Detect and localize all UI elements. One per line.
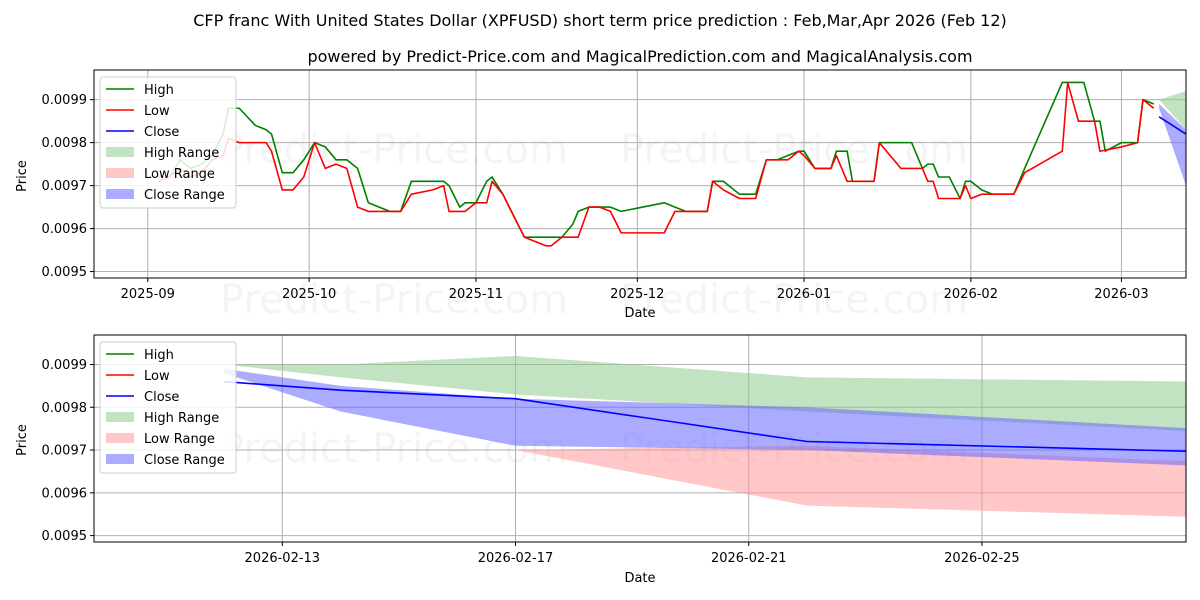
x-tick-label: 2025-09 bbox=[121, 287, 175, 302]
top-y-axis: 0.0095 0.0096 0.0097 0.0098 0.0099 bbox=[42, 93, 94, 280]
y-tick-label: 0.0097 bbox=[42, 444, 88, 459]
legend-swatch bbox=[106, 147, 134, 157]
y-tick-label: 0.0099 bbox=[42, 358, 88, 373]
watermark-text: Predict-Price.com bbox=[220, 277, 568, 323]
x-tick-label: 2026-02-25 bbox=[944, 551, 1020, 566]
legend-label: Low Range bbox=[144, 167, 215, 182]
bottom-y-axis: 0.0095 0.0096 0.0097 0.0098 0.0099 bbox=[42, 358, 94, 544]
x-tick-label: 2026-01 bbox=[777, 287, 831, 302]
legend-label: High Range bbox=[144, 146, 219, 161]
legend-swatch bbox=[106, 412, 134, 422]
y-tick-label: 0.0096 bbox=[42, 222, 88, 237]
legend-label: High bbox=[144, 83, 174, 98]
legend-label: Close bbox=[144, 125, 179, 140]
watermark-text: Predict-Price.com bbox=[620, 127, 968, 173]
x-tick-label: 2026-02 bbox=[944, 287, 998, 302]
x-tick-label: 2026-02-17 bbox=[478, 551, 554, 566]
x-tick-label: 2026-02-13 bbox=[245, 551, 321, 566]
top-x-axis: 2025-09 2025-10 2025-11 2025-12 2026-01 2026-… bbox=[121, 278, 1149, 302]
legend-label: Low Range bbox=[144, 432, 215, 447]
legend-label: High Range bbox=[144, 411, 219, 426]
chart-subtitle: powered by Predict-Price.com and Magical… bbox=[307, 47, 972, 66]
bottom-x-axis-label: Date bbox=[624, 571, 655, 586]
top-y-axis-label: Price bbox=[15, 160, 30, 192]
y-tick-label: 0.0099 bbox=[42, 93, 88, 108]
legend-label: Close Range bbox=[144, 188, 225, 203]
x-tick-label: 2026-02-21 bbox=[711, 551, 787, 566]
top-legend: High Low Close High Range Low Range Close Ran… bbox=[99, 76, 237, 209]
top-plot-area bbox=[94, 70, 1186, 278]
bottom-y-axis-label: Price bbox=[15, 424, 30, 456]
low-price-line bbox=[158, 81, 1155, 247]
x-tick-label: 2025-11 bbox=[449, 287, 503, 302]
low-range-band bbox=[224, 373, 1186, 517]
x-tick-label: 2025-12 bbox=[610, 287, 664, 302]
y-tick-label: 0.0095 bbox=[42, 529, 88, 544]
y-tick-label: 0.0096 bbox=[42, 486, 88, 501]
legend-label: Close bbox=[144, 390, 179, 405]
chart-title: CFP franc With United States Dollar (XPF… bbox=[193, 11, 1007, 30]
close-range-band bbox=[1159, 103, 1186, 186]
bottom-plot-area bbox=[94, 335, 1186, 542]
top-plot-frame bbox=[93, 69, 1187, 279]
y-tick-label: 0.0098 bbox=[42, 136, 88, 151]
close-range-band bbox=[224, 368, 1186, 466]
close-forecast-line bbox=[1158, 116, 1186, 136]
top-x-axis-label: Date bbox=[624, 306, 655, 321]
bottom-x-axis: 2026-02-13 2026-02-17 2026-02-21 2026-02-25 bbox=[245, 542, 1020, 566]
legend-label: Low bbox=[144, 369, 170, 384]
legend-swatch bbox=[106, 168, 134, 178]
bottom-plot-frame bbox=[93, 334, 1187, 543]
legend-label: High bbox=[144, 348, 174, 363]
legend-swatch bbox=[106, 454, 134, 464]
high-price-line bbox=[158, 81, 1155, 238]
top-chart-panel: Predict-Price.com Predict-Price.com Pred… bbox=[15, 69, 1187, 323]
watermark-text: Predict-Price.com bbox=[220, 127, 568, 173]
y-tick-label: 0.0097 bbox=[42, 179, 88, 194]
high-range-band bbox=[1159, 91, 1186, 130]
legend-swatch bbox=[106, 433, 134, 443]
watermark-text: Predict-Price.com bbox=[620, 277, 968, 323]
high-range-band bbox=[224, 355, 1186, 432]
y-tick-label: 0.0098 bbox=[42, 401, 88, 416]
legend-label: Low bbox=[144, 104, 170, 119]
bottom-chart-panel: Predict-Price.com Predict-Price.com 2026… bbox=[15, 334, 1187, 586]
bottom-legend: High Low Close High Range Low Range Close Ran… bbox=[99, 341, 237, 474]
x-tick-label: 2026-03 bbox=[1094, 287, 1148, 302]
x-tick-label: 2025-10 bbox=[282, 287, 336, 302]
close-forecast-line bbox=[223, 380, 1186, 453]
legend-label: Close Range bbox=[144, 453, 225, 468]
legend-swatch bbox=[106, 189, 134, 199]
y-tick-label: 0.0095 bbox=[42, 265, 88, 280]
